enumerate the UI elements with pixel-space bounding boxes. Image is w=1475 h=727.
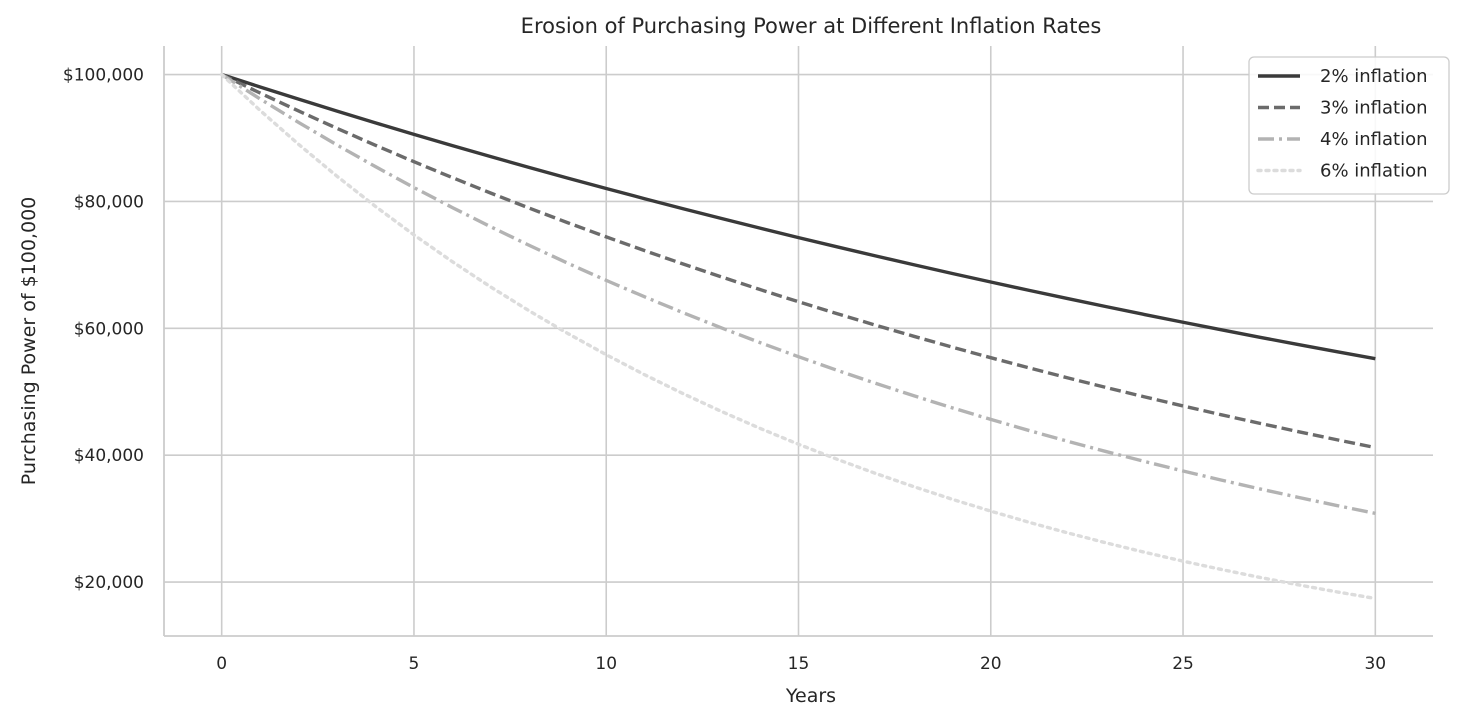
- x-tick-label: 0: [216, 654, 227, 674]
- series-lines: [219, 72, 1378, 601]
- legend: 2% inflation 3% inflation 4% inflation 6% i…: [1248, 56, 1450, 195]
- series-line-3: [220, 73, 1376, 516]
- y-tick-label: $80,000: [74, 192, 144, 212]
- x-tick-label: 15: [788, 654, 810, 674]
- x-axis-title: Years: [785, 685, 836, 707]
- legend-box: [1248, 56, 1450, 195]
- legend-label: 2% inflation: [1320, 66, 1428, 87]
- x-tick-label: 5: [409, 654, 420, 674]
- tick-labels: 0 5 10 15 20 25 30 $20,000 $40,000 $60,000 $80,000…: [63, 66, 1386, 674]
- y-tick-label: $40,000: [74, 446, 144, 466]
- legend-label: 4% inflation: [1320, 129, 1428, 150]
- x-tick-label: 30: [1364, 654, 1386, 674]
- legend-label: 3% inflation: [1320, 98, 1428, 119]
- y-tick-label: $20,000: [74, 573, 144, 593]
- x-tick-label: 10: [595, 654, 617, 674]
- chart-title: Erosion of Purchasing Power at Different…: [521, 14, 1102, 38]
- series-line-1: [221, 72, 1376, 361]
- y-tick-label: $60,000: [74, 319, 144, 339]
- legend-label: 6% inflation: [1320, 161, 1428, 182]
- x-tick-label: 25: [1172, 654, 1194, 674]
- axes: [163, 46, 1433, 637]
- y-tick-label: $100,000: [63, 66, 144, 86]
- y-axis-title: Purchasing Power of $100,000: [18, 197, 40, 486]
- x-tick-label: 20: [980, 654, 1002, 674]
- series-line-2: [220, 73, 1376, 450]
- series-line-4: [219, 72, 1378, 601]
